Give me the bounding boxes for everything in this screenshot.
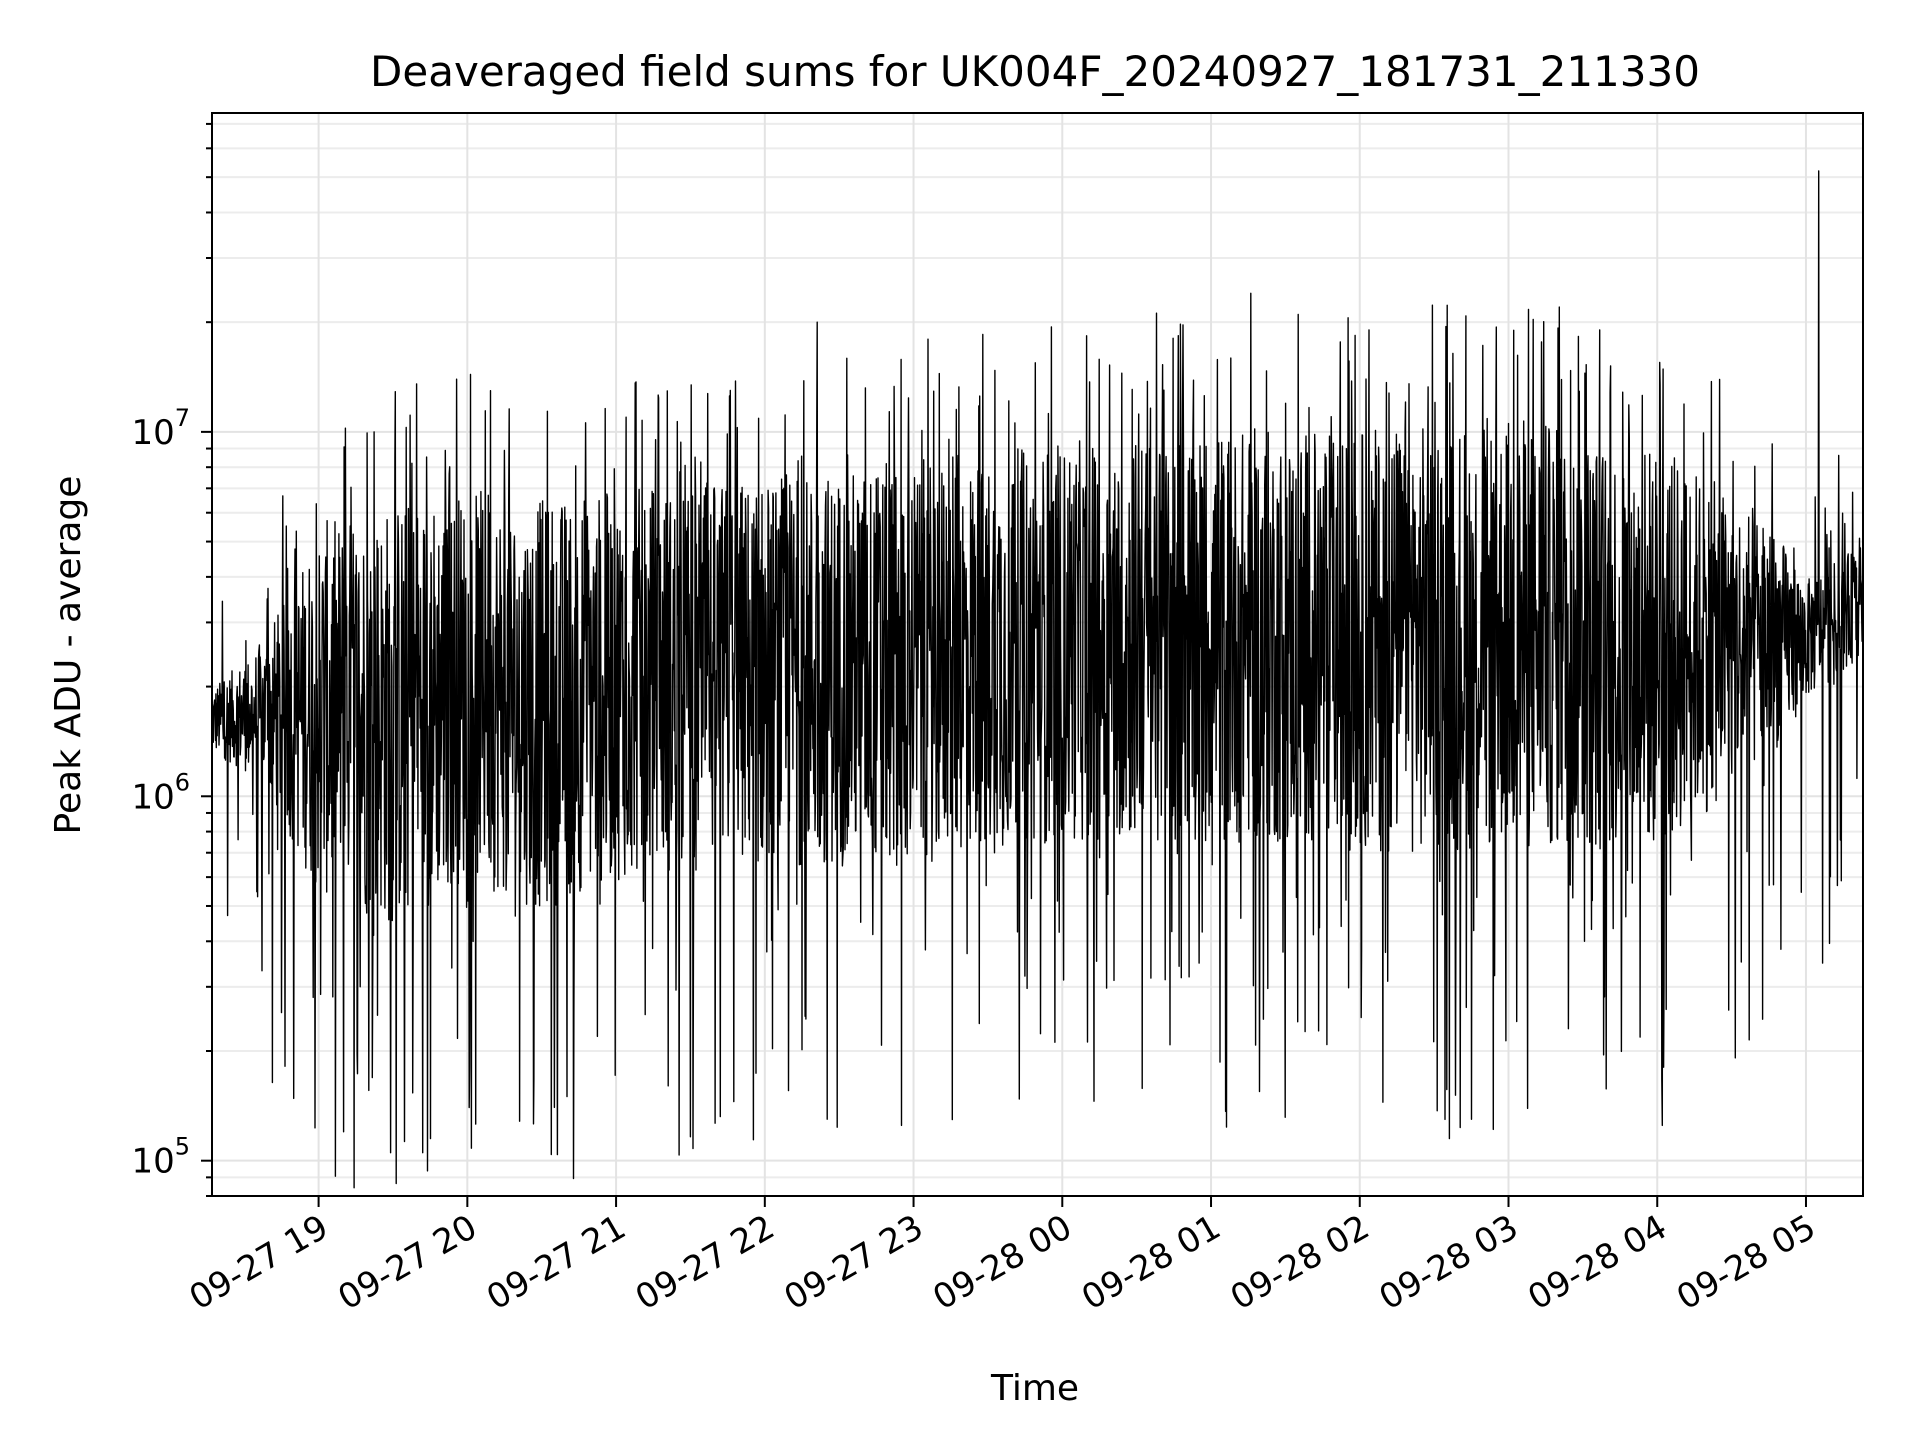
- chart-title: Deaveraged field sums for UK004F_2024092…: [370, 47, 1700, 96]
- x-axis-label: Time: [990, 1368, 1079, 1409]
- y-tick-base: 10: [131, 777, 174, 817]
- y-tick-exponent: 6: [175, 768, 190, 796]
- y-tick-exponent: 7: [175, 404, 190, 432]
- y-axis-label: Peak ADU - average: [48, 476, 89, 835]
- y-tick-exponent: 5: [175, 1133, 190, 1161]
- y-tick-base: 10: [131, 1142, 174, 1182]
- y-tick-base: 10: [131, 413, 174, 453]
